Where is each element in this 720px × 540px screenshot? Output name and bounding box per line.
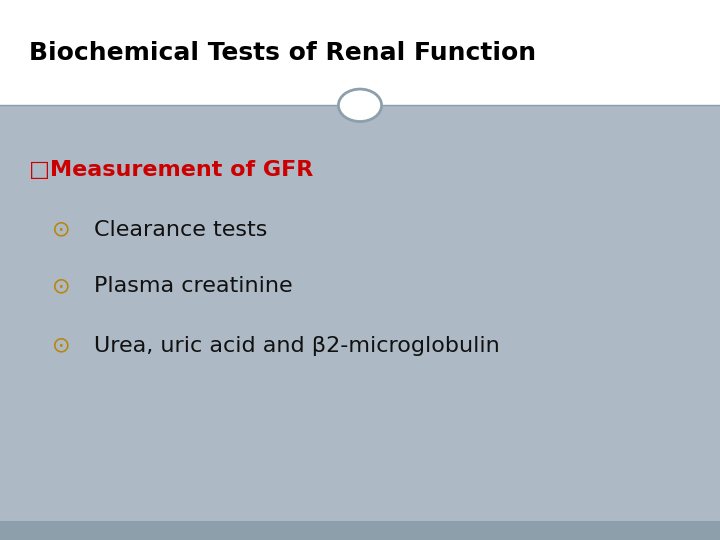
- Text: Clearance tests: Clearance tests: [94, 219, 267, 240]
- Bar: [0, 521, 720, 540]
- Circle shape: [338, 89, 382, 122]
- Text: □Measurement of GFR: □Measurement of GFR: [29, 160, 313, 180]
- Text: Biochemical Tests of Renal Function: Biochemical Tests of Renal Function: [29, 40, 536, 65]
- Text: Urea, uric acid and β2-microglobulin: Urea, uric acid and β2-microglobulin: [94, 335, 500, 356]
- Text: ⊙: ⊙: [52, 219, 71, 240]
- Text: ⊙: ⊙: [52, 335, 71, 356]
- Text: ⊙: ⊙: [52, 276, 71, 296]
- Bar: [0, 0, 720, 105]
- Text: Plasma creatinine: Plasma creatinine: [94, 276, 292, 296]
